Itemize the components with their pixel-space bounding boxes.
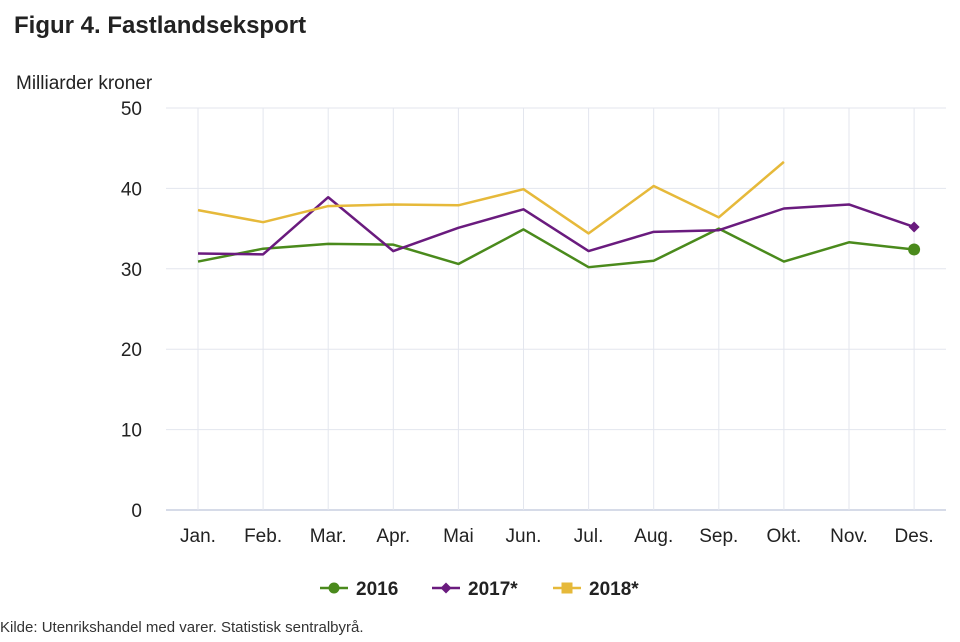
y-axis-ticks: 0 10 20 30 40 50 [121, 99, 142, 522]
legend-item-2016[interactable]: 2016 [320, 579, 398, 600]
x-tick-label: Sep. [699, 526, 738, 547]
y-tick-label: 0 [131, 501, 142, 522]
x-tick-label: Mai [443, 526, 474, 547]
x-axis-ticks: Jan. Feb. Mar. Apr. Mai Jun. Jul. Aug. Sep. Okt. N… [180, 526, 934, 547]
y-tick-label: 20 [121, 340, 142, 361]
data-point-2017[interactable] [908, 221, 920, 233]
legend-marker[interactable] [328, 582, 340, 594]
series-lines [197, 160, 915, 269]
grid-lines [166, 107, 946, 511]
x-tick-label: Nov. [830, 526, 868, 547]
y-tick-label: 50 [121, 99, 142, 120]
x-tick-label: Jun. [506, 526, 542, 547]
legend-label: 2017* [468, 579, 518, 600]
legend-marker[interactable] [440, 582, 452, 594]
legend-item-2017[interactable]: 2017* [432, 579, 518, 600]
data-point-2016[interactable] [908, 243, 921, 256]
x-tick-label: Aug. [634, 526, 673, 547]
chart-title: Figur 4. Fastlandseksport [14, 12, 307, 39]
x-tick-label: Des. [895, 526, 934, 547]
y-tick-label: 10 [121, 421, 142, 442]
y-tick-label: 30 [121, 260, 142, 281]
x-tick-label: Okt. [766, 526, 801, 547]
legend-marker[interactable] [561, 582, 573, 594]
x-tick-label: Apr. [376, 526, 410, 547]
x-tick-label: Feb. [244, 526, 282, 547]
source-note: Kilde: Utenrikshandel med varer. Statist… [0, 619, 364, 636]
legend-item-2018[interactable]: 2018* [553, 579, 639, 600]
x-tick-label: Jan. [180, 526, 216, 547]
legend-label: 2018* [589, 579, 639, 600]
series-line-2017[interactable] [197, 195, 915, 256]
y-tick-label: 40 [121, 179, 142, 200]
series-line-2018[interactable] [197, 160, 785, 235]
x-tick-label: Jul. [574, 526, 604, 547]
legend[interactable]: 2016 2017* 2018* [320, 579, 639, 600]
series-markers [908, 221, 921, 256]
x-tick-label: Mar. [310, 526, 347, 547]
y-axis-label: Milliarder kroner [16, 73, 153, 94]
series-line-2016[interactable] [197, 227, 915, 269]
legend-label: 2016 [356, 579, 398, 600]
